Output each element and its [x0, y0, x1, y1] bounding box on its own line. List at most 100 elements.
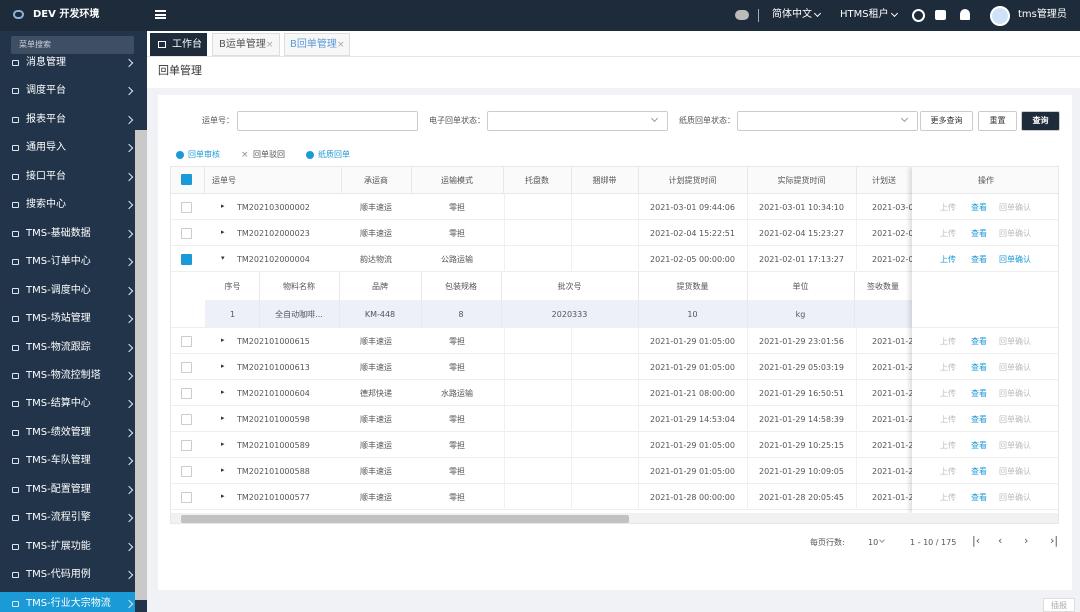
pager-size[interactable]: 10: [868, 538, 879, 547]
menu-search[interactable]: [11, 36, 134, 54]
pager-button[interactable]: |‹: [972, 534, 981, 547]
checkbox[interactable]: [181, 492, 192, 503]
menu-item[interactable]: TMS-流程引擎: [26, 512, 91, 524]
checkbox[interactable]: [181, 440, 192, 451]
menu-item[interactable]: TMS-车队管理: [26, 455, 91, 467]
expand-arrow[interactable]: ▸: [221, 440, 225, 448]
tab[interactable]: B回单管理: [290, 39, 337, 50]
action[interactable]: 查看: [971, 363, 987, 372]
action[interactable]: 回单确认: [999, 467, 1031, 476]
action[interactable]: 回单确认: [999, 337, 1031, 346]
button[interactable]: [978, 111, 1017, 131]
cell[interactable]: TM202101000604: [237, 389, 310, 398]
action[interactable]: 上传: [940, 229, 956, 238]
tab[interactable]: B运单管理: [219, 39, 266, 50]
action[interactable]: 上传: [940, 203, 956, 212]
play-icon[interactable]: [912, 9, 925, 22]
filter-input[interactable]: [487, 111, 668, 131]
checkbox[interactable]: [181, 254, 192, 265]
button-text[interactable]: 查询: [1032, 116, 1049, 125]
action[interactable]: 上传: [940, 389, 956, 398]
cell[interactable]: TM202103000002: [237, 203, 310, 212]
expand-arrow[interactable]: ▸: [221, 228, 225, 236]
menu-item[interactable]: TMS-结算中心: [26, 398, 91, 410]
action[interactable]: 查看: [971, 337, 987, 346]
cell[interactable]: TM202101000598: [237, 415, 310, 424]
cell[interactable]: TM202101000589: [237, 441, 310, 450]
expand-arrow[interactable]: ▸: [221, 492, 225, 500]
menu-item[interactable]: 搜索中心: [26, 199, 66, 211]
action[interactable]: 查看: [971, 203, 987, 212]
button-text[interactable]: 更多查询: [930, 116, 963, 125]
menu-item[interactable]: 接口平台: [26, 170, 66, 182]
checkbox[interactable]: [181, 414, 192, 425]
menu-item[interactable]: TMS-配置管理: [26, 483, 91, 495]
avatar[interactable]: [990, 6, 1010, 26]
cell[interactable]: TM202102000004: [237, 255, 310, 264]
menu-item[interactable]: TMS-物流跟踪: [26, 341, 91, 353]
cell[interactable]: TM202101000588: [237, 467, 310, 476]
cell[interactable]: TM202101000613: [237, 363, 310, 372]
menu-item[interactable]: TMS-订单中心: [26, 256, 91, 268]
checkbox[interactable]: [181, 362, 192, 373]
menu-item[interactable]: TMS-绩效管理: [26, 426, 91, 438]
menu-item[interactable]: 报表平台: [26, 113, 66, 125]
menu-item[interactable]: 调度平台: [26, 85, 66, 97]
checkbox[interactable]: [181, 388, 192, 399]
button[interactable]: [920, 111, 973, 131]
expand-arrow[interactable]: ▾: [221, 254, 225, 262]
tab[interactable]: 工作台: [172, 39, 202, 50]
checkbox[interactable]: [181, 466, 192, 477]
expand-arrow[interactable]: ▸: [221, 362, 225, 370]
float-text[interactable]: 插报: [1051, 601, 1067, 610]
expand-arrow[interactable]: ▸: [221, 202, 225, 210]
pager-button[interactable]: ‹: [998, 534, 1003, 547]
menu-item[interactable]: 通用导入: [26, 142, 66, 154]
cell[interactable]: TM202101000615: [237, 337, 310, 346]
toolbar-action[interactable]: 回单驳回: [253, 150, 285, 159]
action[interactable]: 查看: [971, 441, 987, 450]
action[interactable]: 上传: [940, 493, 956, 502]
action[interactable]: 上传: [940, 467, 956, 476]
cell[interactable]: TM202102000023: [237, 229, 310, 238]
menu-item[interactable]: TMS-行业大宗物流: [26, 597, 111, 609]
bell-icon[interactable]: [960, 9, 970, 20]
language[interactable]: 简体中文: [772, 9, 812, 20]
action[interactable]: 查看: [971, 229, 987, 238]
action[interactable]: 上传: [940, 415, 956, 424]
toolbar-action[interactable]: 回单审核: [188, 150, 220, 159]
menu-item[interactable]: 消息管理: [26, 57, 66, 68]
action[interactable]: 回单确认: [999, 441, 1031, 450]
action[interactable]: 查看: [971, 415, 987, 424]
button[interactable]: [1021, 111, 1060, 131]
menu-item[interactable]: TMS-代码用例: [26, 569, 91, 581]
user-name[interactable]: tms管理员: [1018, 9, 1067, 20]
action[interactable]: 回单确认: [999, 415, 1031, 424]
action[interactable]: 回单确认: [999, 363, 1031, 372]
cloud-icon[interactable]: [735, 10, 749, 20]
action[interactable]: 上传: [940, 337, 956, 346]
h-scroll-thumb[interactable]: [181, 515, 629, 523]
menu-toggle[interactable]: [155, 10, 166, 19]
action[interactable]: 上传: [940, 363, 956, 372]
checkbox[interactable]: [181, 202, 192, 213]
action[interactable]: 回单确认: [999, 389, 1031, 398]
expand-arrow[interactable]: ▸: [221, 466, 225, 474]
action[interactable]: 回单确认: [999, 493, 1031, 502]
action[interactable]: 上传: [940, 441, 956, 450]
menu-item[interactable]: TMS-调度中心: [26, 284, 91, 296]
action[interactable]: 上传: [940, 255, 956, 264]
filter-input[interactable]: [237, 111, 418, 131]
filter-input[interactable]: [737, 111, 918, 131]
action[interactable]: 查看: [971, 493, 987, 502]
menu-item[interactable]: TMS-基础数据: [26, 227, 91, 239]
action[interactable]: 回单确认: [999, 255, 1031, 264]
expand-arrow[interactable]: ▸: [221, 336, 225, 344]
menu-item[interactable]: TMS-场站管理: [26, 313, 91, 325]
shirt-icon[interactable]: [935, 10, 946, 20]
cell[interactable]: TM202101000577: [237, 493, 310, 502]
menu-item[interactable]: TMS-扩展功能: [26, 540, 91, 552]
action[interactable]: 查看: [971, 467, 987, 476]
action[interactable]: 查看: [971, 389, 987, 398]
pager-button[interactable]: ›|: [1050, 534, 1059, 547]
